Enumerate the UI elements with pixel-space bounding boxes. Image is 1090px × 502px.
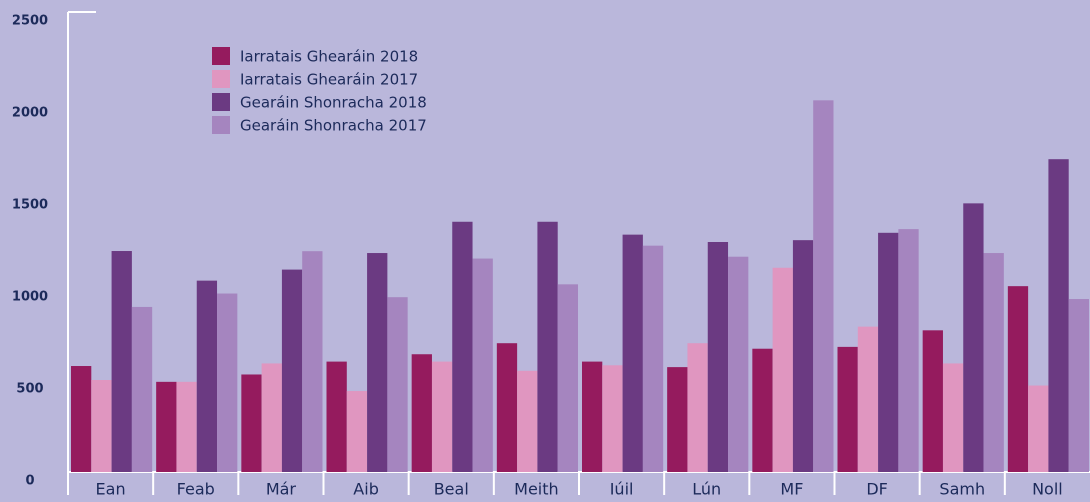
x-tick-label: Feab: [177, 480, 215, 499]
bar: [302, 251, 323, 472]
bar: [431, 361, 453, 472]
bar: [963, 203, 984, 473]
bar: [707, 242, 729, 472]
x-tick-label: Lún: [692, 480, 721, 499]
bar: [557, 284, 578, 472]
x-tick-label: DF: [866, 480, 888, 499]
bar: [452, 221, 473, 472]
x-tick-label: MF: [780, 480, 803, 499]
y-tick-label: 1000: [12, 290, 48, 305]
bar: [752, 348, 773, 472]
y-tick-label: 500: [16, 382, 43, 397]
bar: [983, 253, 1004, 472]
bar: [537, 221, 558, 472]
bar: [496, 343, 518, 472]
bar: [346, 391, 368, 472]
bar: [111, 251, 132, 472]
legend-swatch: [212, 93, 230, 111]
bar: [667, 367, 688, 472]
bar: [1028, 385, 1049, 472]
bar: [217, 293, 238, 472]
bar: [942, 363, 964, 472]
bar: [857, 326, 879, 472]
bar: [837, 346, 858, 472]
bar: [156, 381, 177, 472]
x-tick-label: Már: [266, 480, 297, 499]
bar: [472, 258, 493, 472]
bar: [622, 234, 643, 472]
bar: [281, 269, 303, 472]
legend-label: Iarratais Ghearáin 2018: [240, 48, 418, 66]
bar: [642, 245, 664, 472]
bar: [261, 363, 282, 472]
x-tick-label: Beal: [434, 480, 469, 499]
bar: [71, 366, 92, 472]
bar: [687, 343, 708, 472]
legend-swatch: [212, 116, 230, 134]
bar: [922, 330, 943, 472]
legend-label: Gearáin Shonracha 2017: [240, 117, 427, 135]
legend-label: Iarratais Ghearáin 2017: [240, 71, 418, 89]
bar: [772, 267, 793, 472]
legend-label: Gearáin Shonracha 2018: [240, 94, 427, 112]
bar: [411, 354, 432, 472]
y-tick-label: 1500: [12, 198, 48, 213]
bar: [792, 240, 814, 472]
bar: [602, 365, 623, 472]
bar: [241, 374, 262, 472]
bar: [196, 280, 218, 472]
bar: [1007, 286, 1029, 472]
legend-swatch: [212, 47, 230, 65]
bar: [813, 100, 834, 472]
bar: [1068, 299, 1089, 472]
x-tick-label: Iúil: [610, 480, 634, 499]
bar: [1048, 159, 1069, 472]
bar: [131, 306, 153, 472]
bar: [91, 380, 112, 472]
bar: [176, 381, 197, 472]
bar: [898, 229, 919, 472]
bar: [582, 361, 603, 472]
y-tick-label: 2000: [12, 106, 48, 121]
bar: [367, 253, 388, 472]
bar: [387, 297, 408, 472]
x-tick-label: Aib: [353, 480, 379, 499]
legend-swatch: [212, 70, 230, 88]
y-tick-label: 0: [25, 474, 34, 489]
bar: [878, 232, 899, 472]
bar: [517, 370, 538, 472]
y-tick-label: 2500: [12, 14, 48, 29]
x-tick-label: Samh: [939, 480, 985, 499]
x-tick-label: Ean: [96, 480, 126, 499]
bar: [326, 361, 347, 472]
x-tick-label: Meith: [514, 480, 559, 499]
bar: [728, 256, 749, 472]
x-tick-label: Noll: [1032, 480, 1063, 499]
